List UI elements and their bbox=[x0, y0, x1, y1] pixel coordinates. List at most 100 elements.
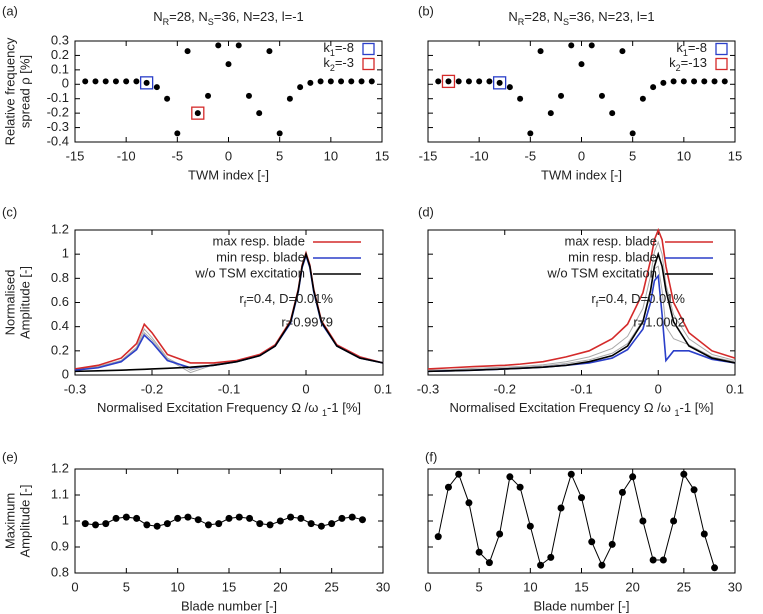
point bbox=[92, 78, 99, 85]
marker bbox=[297, 514, 305, 522]
marker bbox=[287, 513, 295, 521]
point bbox=[496, 79, 503, 86]
point bbox=[619, 48, 626, 55]
marker bbox=[608, 540, 616, 548]
y-tick-label: 1.1 bbox=[51, 486, 69, 501]
x-axis-label: Blade number [-] bbox=[181, 598, 277, 613]
legend-label-part: 1 bbox=[683, 48, 688, 58]
x-axis-label: Normalised Excitation Frequency Ω /ω 1-1… bbox=[449, 400, 713, 418]
legend-label: w/o TSM excitation bbox=[546, 265, 657, 280]
annotation: r=0.9979 bbox=[281, 314, 333, 329]
line bbox=[74, 251, 384, 373]
x-tick-label: -15 bbox=[66, 148, 85, 163]
legend-label: min resp. blade bbox=[568, 249, 657, 264]
x-axis-label: TWM index [-] bbox=[541, 167, 622, 182]
point bbox=[123, 78, 130, 85]
point bbox=[338, 78, 345, 85]
marker bbox=[578, 494, 585, 502]
point bbox=[133, 78, 140, 85]
marker bbox=[588, 538, 596, 546]
point bbox=[609, 110, 616, 117]
line bbox=[427, 265, 736, 372]
x-tick-label: 5 bbox=[629, 148, 636, 163]
marker bbox=[649, 556, 657, 564]
point bbox=[701, 78, 708, 85]
annotation-part: =0.4, D=0.01% bbox=[598, 291, 685, 306]
legend-label-part: =-13 bbox=[681, 55, 707, 70]
y-tick-label: 0.6 bbox=[51, 294, 69, 309]
marker bbox=[174, 514, 182, 522]
legend-label: k2=-13 bbox=[669, 55, 707, 73]
x-tick-label: 20 bbox=[273, 579, 287, 594]
x-tick-label: 5 bbox=[123, 579, 130, 594]
marker bbox=[475, 548, 483, 556]
legend-label-part: k bbox=[676, 40, 683, 55]
x-tick-label: 0.1 bbox=[726, 381, 744, 396]
point bbox=[445, 78, 452, 85]
point bbox=[517, 95, 524, 102]
point bbox=[215, 42, 222, 49]
x-tick-label: 15 bbox=[728, 148, 742, 163]
highlight-box bbox=[191, 106, 205, 120]
point bbox=[112, 78, 119, 85]
y-axis-label: Maximum bbox=[2, 493, 17, 549]
highlight-box bbox=[492, 76, 507, 90]
y-tick-label: 0.9 bbox=[51, 538, 69, 553]
x-tick-label: -0.3 bbox=[417, 381, 439, 396]
line bbox=[427, 273, 736, 373]
chart-title-part: =28, N bbox=[169, 9, 208, 24]
marker bbox=[700, 530, 708, 538]
marker bbox=[348, 513, 356, 521]
marker bbox=[465, 499, 473, 507]
x-tick-label: -0.3 bbox=[64, 381, 86, 396]
point bbox=[184, 48, 191, 55]
point bbox=[368, 78, 375, 85]
chart-title: NR=28, NS=36, N=23, l=1 bbox=[508, 9, 654, 27]
y-tick-label: -0.2 bbox=[47, 105, 69, 120]
y-tick-label: 0.3 bbox=[51, 32, 69, 47]
point bbox=[317, 78, 324, 85]
marker bbox=[670, 517, 678, 525]
y-tick-label: 1.2 bbox=[51, 221, 69, 236]
x-tick-label: 25 bbox=[324, 579, 338, 594]
y-tick-label: 0.8 bbox=[51, 270, 69, 285]
chart-title-part: N bbox=[153, 9, 162, 24]
marker bbox=[194, 516, 202, 524]
legend-box bbox=[362, 42, 375, 56]
marker bbox=[92, 521, 100, 529]
legend-label: min resp. blade bbox=[216, 249, 305, 264]
panel-label: (a) bbox=[2, 3, 18, 18]
x-axis-label: Blade number [-] bbox=[533, 598, 629, 613]
point bbox=[266, 48, 273, 55]
highlight-box bbox=[139, 76, 154, 90]
point bbox=[348, 78, 355, 85]
marker bbox=[434, 533, 442, 541]
point bbox=[506, 84, 513, 91]
marker bbox=[307, 520, 315, 528]
point bbox=[297, 84, 304, 91]
marker bbox=[256, 520, 264, 528]
marker bbox=[163, 520, 171, 528]
legend-box bbox=[362, 57, 375, 71]
x-tick-label: 5 bbox=[476, 579, 483, 594]
x-tick-label: -0.2 bbox=[494, 381, 516, 396]
x-tick-label: 20 bbox=[625, 579, 639, 594]
x-tick-label: -0.2 bbox=[141, 381, 163, 396]
point bbox=[225, 61, 232, 68]
point bbox=[245, 92, 252, 99]
marker bbox=[455, 470, 463, 478]
annotation-part: f bbox=[244, 299, 247, 309]
chart-title-part: R bbox=[518, 17, 525, 27]
x-tick-label: -0.1 bbox=[218, 381, 240, 396]
x-tick-label: 0 bbox=[655, 381, 662, 396]
legend-box bbox=[715, 42, 728, 56]
x-axis-label: Normalised Excitation Frequency Ω /ω 1-1… bbox=[97, 400, 361, 418]
x-axis-label-part: -1 [%] bbox=[680, 400, 714, 415]
x-tick-label: -0.1 bbox=[570, 381, 592, 396]
x-tick-label: 15 bbox=[375, 148, 389, 163]
legend-label-part: 2 bbox=[676, 63, 681, 73]
point bbox=[680, 78, 687, 85]
point bbox=[194, 110, 201, 117]
annotation: rf=0.4, D=0.01% bbox=[591, 291, 685, 309]
